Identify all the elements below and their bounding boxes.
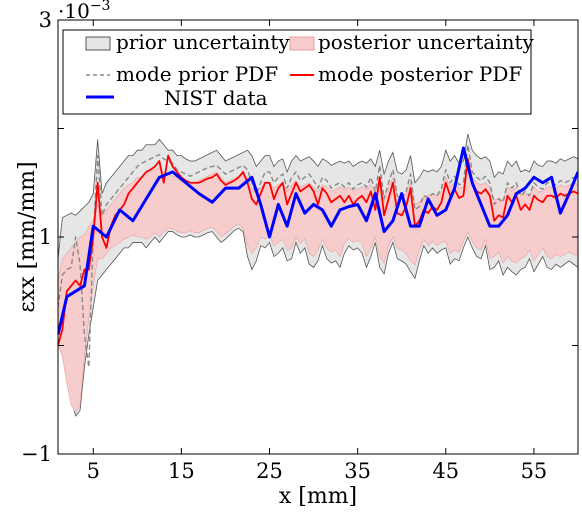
legend-swatch-posterior-uncertainty [289, 36, 315, 51]
legend-label-mode-posterior-pdf: mode posterior PDF [318, 62, 522, 86]
series-line-mode-prior-pdf [58, 144, 578, 368]
legend-swatch-prior-uncertainty [85, 36, 111, 51]
legend-label-mode-prior-pdf: mode prior PDF [116, 62, 278, 86]
y-tick-label: 1 [39, 225, 52, 249]
x-tick-label: 15 [168, 459, 195, 483]
series-lines [58, 144, 578, 368]
legend: prior uncertainty posterior uncertainty … [62, 29, 535, 115]
uncertainty-bands [58, 133, 578, 417]
x-axis-label: x [mm] [279, 484, 357, 509]
y-tick-label: −1 [21, 442, 52, 466]
band-prior-uncertainty [58, 133, 578, 417]
axis-ticks: 5 15 25 35 45 55 −1 1 3 [21, 8, 578, 483]
y-multiplier: ·10−3 [58, 0, 110, 23]
x-tick-label: 35 [344, 459, 371, 483]
y-tick-label: 3 [39, 8, 52, 32]
x-tick-label: 5 [87, 459, 100, 483]
legend-label-prior-uncertainty: prior uncertainty [116, 30, 290, 54]
legend-label-posterior-uncertainty: posterior uncertainty [318, 30, 535, 54]
band-posterior-uncertainty [58, 158, 578, 414]
y-multiplier-exponent: −3 [90, 0, 111, 14]
x-tick-label: 55 [521, 459, 548, 483]
x-tick-label: 45 [432, 459, 459, 483]
legend-label-nist-data: NIST data [164, 86, 268, 110]
y-multiplier-base: ·10 [58, 0, 90, 23]
x-tick-label: 25 [256, 459, 283, 483]
series-line-nist-data [58, 146, 578, 335]
y-axis-label: εxx [mm/mm] [15, 161, 40, 312]
series-line-mode-posterior-pdf [58, 154, 578, 346]
